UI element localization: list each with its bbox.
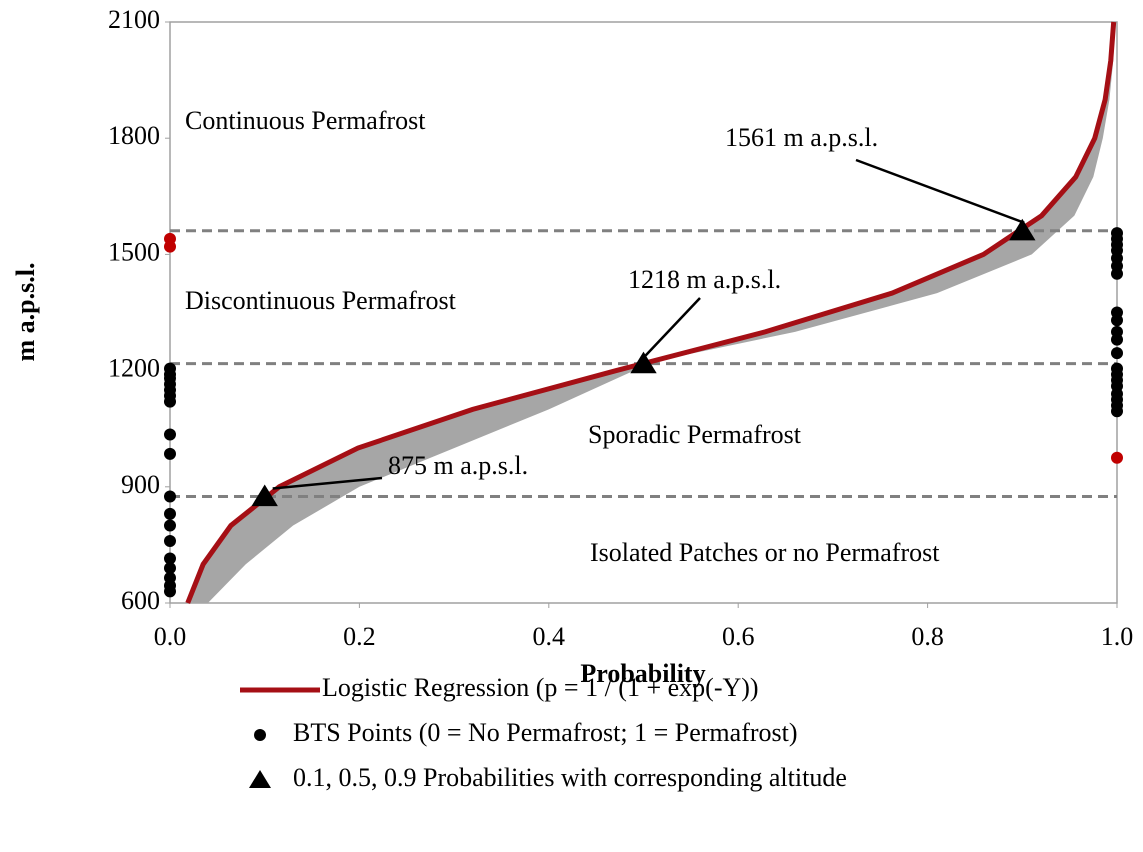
zone-label: Sporadic Permafrost [588, 420, 802, 449]
zone-label: Continuous Permafrost [185, 106, 426, 135]
bts-point [1111, 267, 1123, 280]
x-tick-label: 0.8 [911, 622, 944, 651]
legend-label: BTS Points (0 = No Permafrost; 1 = Perma… [293, 718, 798, 747]
zone-label: Isolated Patches or no Permafrost [590, 538, 940, 567]
bts-point [1111, 333, 1123, 346]
y-tick-label: 1200 [108, 354, 160, 383]
legend-triangle [249, 770, 271, 788]
x-tick-label: 1.0 [1101, 622, 1134, 651]
bts-point [164, 562, 176, 575]
x-axis-label: Probability [580, 659, 705, 688]
annotation-arrow [272, 476, 383, 490]
y-tick-label: 600 [121, 586, 160, 615]
y-tick-label: 900 [121, 470, 160, 499]
legend-label: 0.1, 0.5, 0.9 Probabilities with corresp… [293, 763, 847, 792]
annotation-arrow [644, 297, 701, 357]
bts-point [164, 552, 176, 565]
bts-point [164, 428, 176, 441]
annotation: 875 m a.p.s.l. [388, 451, 528, 480]
legend-dot [254, 729, 266, 741]
annotation-arrow [855, 158, 1025, 224]
confidence-band [187, 22, 1116, 603]
y-tick-label: 1500 [108, 237, 160, 266]
bts-point [164, 535, 176, 548]
y-axis-label: m a.p.s.l. [11, 263, 40, 362]
y-tick-label: 2100 [108, 5, 160, 34]
probability-marker [251, 484, 278, 507]
zone-label: Discontinuous Permafrost [185, 286, 457, 315]
legend-label: Logistic Regression (p = 1 / (1 + exp(-Y… [322, 673, 759, 702]
x-tick-label: 0.6 [722, 622, 755, 651]
bts-point [164, 395, 176, 408]
bts-point [164, 507, 176, 520]
probability-marker [1009, 218, 1036, 241]
probability-marker [630, 351, 657, 374]
x-tick-label: 0.2 [343, 622, 376, 651]
bts-point [164, 519, 176, 532]
annotation: 1218 m a.p.s.l. [628, 265, 781, 294]
bts-point [164, 585, 176, 598]
annotation: 1561 m a.p.s.l. [725, 123, 878, 152]
bts-point [164, 490, 176, 503]
y-tick-label: 1800 [108, 121, 160, 150]
bts-point [1111, 347, 1123, 360]
bts-point [1111, 405, 1123, 418]
bts-point [164, 447, 176, 460]
regression-line [185, 21, 1117, 604]
x-tick-label: 0.4 [533, 622, 566, 651]
bts-point [1111, 451, 1123, 464]
bts-point [1111, 314, 1123, 327]
x-tick-label: 0.0 [154, 622, 187, 651]
bts-point [164, 240, 176, 253]
